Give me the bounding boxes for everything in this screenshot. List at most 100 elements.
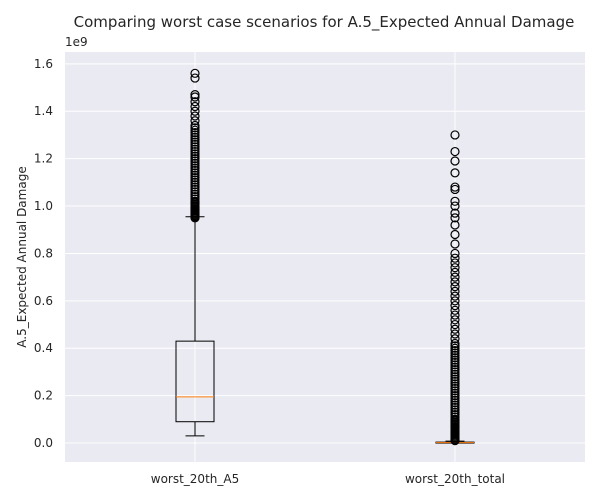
- outlier-point: [190, 151, 200, 161]
- outlier-point: [190, 180, 200, 190]
- outlier-point: [450, 291, 460, 301]
- outlier-point: [450, 379, 460, 389]
- outlier-point: [190, 125, 200, 135]
- outlier-point: [190, 111, 200, 121]
- y-axis: 0.0 0.2 0.4 0.6 0.8 1.0 1.2 1.4 1.6: [34, 57, 53, 450]
- y-axis-label: A.5_Expected Annual Damage: [15, 166, 29, 347]
- outlier-point: [450, 272, 460, 282]
- outlier-point: [450, 201, 460, 211]
- x-tick-label: worst_20th_A5: [151, 472, 239, 486]
- outlier-point: [450, 263, 460, 273]
- outlier-point: [190, 144, 200, 154]
- outlier-point: [450, 341, 460, 351]
- outlier-point: [190, 165, 200, 176]
- outlier-point: [450, 338, 460, 349]
- outlier-point: [450, 296, 460, 306]
- y-tick-label: 1.4: [34, 104, 53, 118]
- outlier-point: [450, 412, 460, 422]
- outlier-point: [190, 161, 200, 171]
- outlier-point: [450, 208, 460, 218]
- outlier-point: [190, 92, 200, 102]
- outlier-point: [190, 170, 200, 180]
- outlier-point: [450, 277, 460, 287]
- outlier-point: [450, 229, 460, 240]
- outlier-point: [450, 329, 460, 339]
- outlier-point: [450, 130, 460, 140]
- outlier-point: [450, 376, 460, 387]
- y-tick-label: 1.2: [34, 152, 53, 166]
- outlier-point: [450, 156, 460, 166]
- outlier-point: [450, 414, 460, 424]
- outlier-point: [190, 120, 200, 131]
- outlier-point: [450, 324, 460, 334]
- outlier-point: [450, 381, 460, 391]
- outlier-point: [450, 355, 460, 365]
- outlier-point: [190, 163, 200, 173]
- outlier-point: [450, 348, 460, 358]
- outlier-point: [450, 315, 460, 325]
- outlier-point: [190, 139, 200, 150]
- outlier-point: [450, 350, 460, 360]
- y-tick-label: 1.6: [34, 57, 53, 71]
- outlier-point: [450, 248, 460, 259]
- outlier-point: [450, 402, 460, 413]
- outlier-point: [450, 168, 460, 178]
- outlier-point: [450, 357, 460, 368]
- outlier-point: [450, 146, 460, 157]
- y-tick-label: 1.0: [34, 199, 53, 213]
- outlier-point: [450, 319, 460, 330]
- outlier-point: [450, 305, 460, 315]
- chart-title: Comparing worst case scenarios for A.5_E…: [74, 13, 575, 32]
- outlier-point: [190, 191, 200, 202]
- outlier-point: [450, 353, 460, 363]
- outlier-point: [450, 360, 460, 370]
- outlier-point: [190, 177, 200, 187]
- outlier-point: [450, 364, 460, 375]
- outlier-point: [190, 97, 200, 107]
- outlier-point: [190, 194, 200, 204]
- outlier-point: [190, 173, 200, 183]
- outlier-point: [190, 149, 200, 159]
- outlier-point: [450, 369, 460, 379]
- outlier-point: [450, 410, 460, 420]
- outlier-point: [450, 220, 460, 230]
- outlier-point: [450, 383, 460, 394]
- outlier-point: [450, 386, 460, 396]
- outlier-point: [450, 282, 460, 292]
- outlier-point: [190, 168, 200, 178]
- outlier-point: [190, 156, 200, 166]
- outlier-point: [450, 388, 460, 398]
- outlier-point: [450, 362, 460, 372]
- outlier-point: [450, 372, 460, 382]
- outlier-point: [190, 106, 200, 116]
- outlier-point: [450, 393, 460, 403]
- x-axis: worst_20th_A5 worst_20th_total: [151, 472, 505, 486]
- outlier-point: [190, 132, 200, 142]
- outlier-point: [190, 116, 200, 126]
- outlier-point: [190, 101, 200, 112]
- outlier-point: [450, 398, 460, 408]
- outlier-point: [450, 239, 460, 249]
- outlier-point: [190, 189, 200, 199]
- outlier-point: [450, 407, 460, 417]
- outlier-point: [450, 310, 460, 320]
- outlier-point: [190, 184, 200, 195]
- outlier-point: [450, 334, 460, 344]
- box: [175, 340, 215, 423]
- outlier-point: [190, 158, 200, 168]
- outlier-point: [450, 286, 460, 296]
- outlier-point: [450, 213, 460, 223]
- outlier-point: [190, 146, 200, 157]
- plot-area: [65, 52, 585, 462]
- outlier-point: [190, 187, 200, 197]
- outlier-point: [190, 123, 200, 133]
- box-worst_20th_total: [435, 130, 475, 446]
- outlier-point: [190, 135, 200, 145]
- boxes: [175, 68, 475, 446]
- outlier-point: [190, 175, 200, 185]
- outlier-point: [190, 68, 200, 78]
- outlier-point: [450, 343, 460, 353]
- grid: [65, 52, 585, 462]
- outlier-point: [450, 253, 460, 263]
